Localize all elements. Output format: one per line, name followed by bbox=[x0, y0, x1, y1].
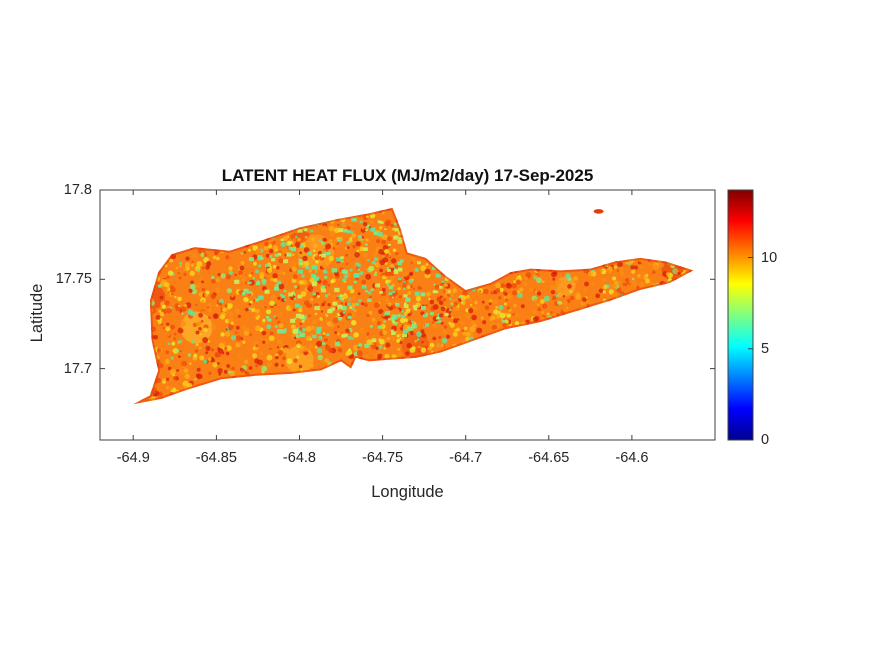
x-tick-label: -64.6 bbox=[615, 450, 649, 466]
x-tick-label: -64.8 bbox=[282, 450, 316, 466]
islet-mark bbox=[593, 209, 604, 214]
x-axis-label: Longitude bbox=[371, 483, 444, 501]
x-tick-label: -64.7 bbox=[449, 450, 483, 466]
island-heatmap bbox=[133, 207, 694, 405]
chart-title: LATENT HEAT FLUX (MJ/m2/day) 17-Sep-2025 bbox=[221, 166, 594, 185]
x-tick-label: -64.85 bbox=[195, 450, 237, 466]
x-tick-label: -64.9 bbox=[116, 450, 150, 466]
x-tick-label: -64.65 bbox=[528, 450, 570, 466]
colorbar-tick-label: 10 bbox=[761, 249, 778, 266]
x-tick-label: -64.75 bbox=[362, 450, 404, 466]
y-tick-label: 17.75 bbox=[55, 271, 92, 288]
axes-box bbox=[99, 189, 716, 441]
colorbar-tick-label: 5 bbox=[761, 340, 770, 357]
colorbar bbox=[727, 189, 754, 441]
y-tick-label: 17.8 bbox=[63, 182, 92, 198]
colorbar-tick-label: 0 bbox=[761, 432, 770, 448]
y-tick-label: 17.7 bbox=[63, 360, 92, 377]
